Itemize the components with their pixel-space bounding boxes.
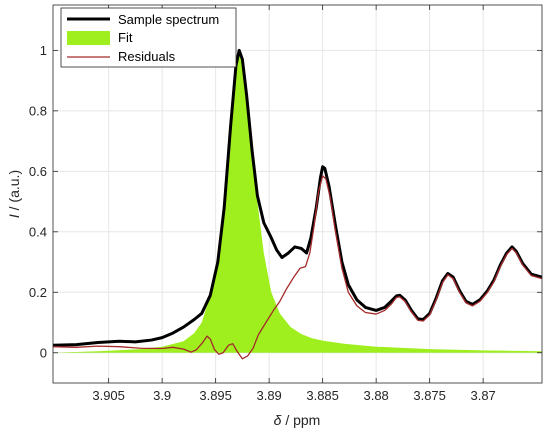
x-tick-label: 3.895 <box>199 388 232 403</box>
legend: Sample spectrum Fit Residuals <box>60 7 237 68</box>
x-tick-label: 3.88 <box>363 388 388 403</box>
legend-label-residuals: Residuals <box>118 49 176 64</box>
sample-spectrum-line <box>53 48 542 347</box>
y-tick-label: 0.6 <box>29 164 47 179</box>
x-tick-label: 3.87 <box>470 388 495 403</box>
y-tick-label: 1 <box>40 43 47 58</box>
x-tick-label: 3.89 <box>256 388 281 403</box>
y-axis-symbol: I <box>6 214 22 218</box>
x-tick-label: 3.875 <box>413 388 446 403</box>
residuals-line <box>53 175 542 360</box>
y-tick-label: 0.4 <box>29 224 47 239</box>
x-axis-label: δ / ppm <box>274 412 321 428</box>
legend-label-sample-spectrum: Sample spectrum <box>118 12 219 27</box>
x-axis-unit: / ppm <box>281 412 320 428</box>
y-tick-label: 0 <box>40 345 47 360</box>
y-axis-unit: / (a.u.) <box>6 170 22 214</box>
legend-label-fit: Fit <box>118 30 133 45</box>
y-axis-label: I / (a.u.) <box>6 170 22 218</box>
plot-area <box>53 48 542 360</box>
y-tick-label: 0.8 <box>29 103 47 118</box>
y-tick-label: 0.2 <box>29 285 47 300</box>
legend-swatch-fit <box>67 31 110 45</box>
x-axis-symbol: δ <box>274 412 282 428</box>
x-gridlines <box>108 5 484 383</box>
x-tick-label: 3.885 <box>306 388 339 403</box>
x-tick-label: 3.905 <box>92 388 125 403</box>
x-axis-ticks: 3.905 3.9 3.895 3.89 3.885 3.88 3.875 3.87 <box>92 5 496 403</box>
axes-box <box>52 4 543 384</box>
x-tick-label: 3.9 <box>153 388 171 403</box>
y-axis-ticks: 0 0.2 0.4 0.6 0.8 1 <box>29 43 542 360</box>
